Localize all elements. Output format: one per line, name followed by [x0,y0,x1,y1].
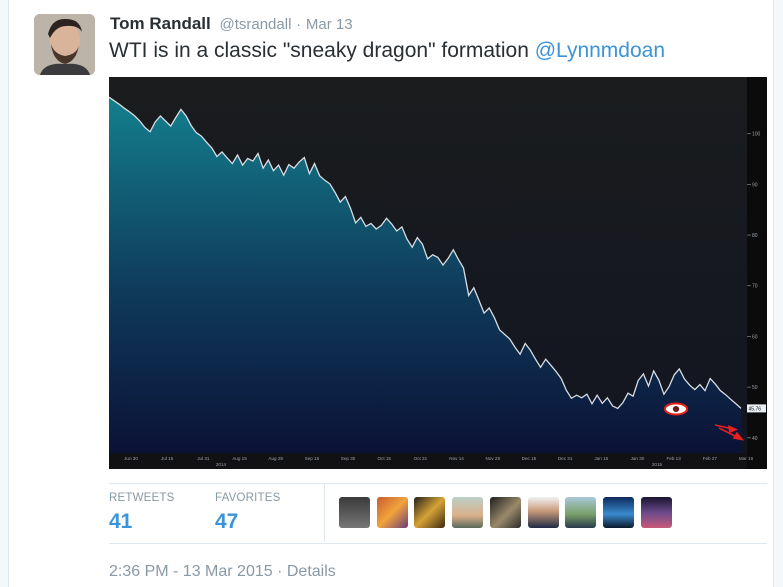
x-tick-label: Feb 27 [703,456,718,461]
favorites-stat[interactable]: FAVORITES 47 [215,492,281,534]
price-area [109,97,741,453]
y-tick-label: 80 [752,233,758,239]
favoriter-avatar-1[interactable] [339,497,370,528]
favoriter-avatar-4[interactable] [452,497,483,528]
x-tick-label: Nov 14 [449,456,464,461]
x-year-label: 2015 [652,462,663,467]
x-tick-label: Jul 15 [161,456,174,461]
y-axis-ticks: 40 50 60 70 80 90 100 45.76 [747,132,766,442]
tweet-text: WTI is in a classic "sneaky dragon" form… [109,38,665,64]
x-tick-label: Dec 15 [522,456,537,461]
wti-price-chart: 40 50 60 70 80 90 100 45.76 Jun 30 Jul 15 Jul 31 A… [108,77,767,469]
x-tick-label: Jan 30 [631,456,645,461]
y-tick-label: 50 [752,385,758,391]
avatar[interactable] [34,14,95,75]
favoriter-avatar-9[interactable] [641,497,672,528]
x-tick-label: Oct 31 [414,456,428,461]
y-tick-label: 40 [752,436,758,442]
arrow-down-right-icon [714,424,744,441]
tweet-header: Tom Randall @tsrandall · Mar 13 [110,14,353,35]
price-line [108,96,742,410]
x-tick-label: Nov 28 [485,456,500,461]
favoriter-avatar-6[interactable] [528,497,559,528]
x-tick-label: Jan 15 [594,456,608,461]
mention-link[interactable]: @Lynnmdoan [534,39,666,62]
stats-bottom-divider [109,543,767,544]
media-image[interactable]: 40 50 60 70 80 90 100 45.76 Jun 30 Jul 15 Jul 31 A… [108,77,767,469]
user-avatar-icon [34,14,95,75]
author-name[interactable]: Tom Randall [110,14,211,33]
last-value-label: 45.76 [749,406,762,412]
favoriter-avatars [324,484,672,542]
x-tick-label: Aug 15 [232,456,247,461]
favoriter-avatar-3[interactable] [414,497,445,528]
x-tick-label: Sep 30 [341,456,356,461]
tweet-card: Tom Randall @tsrandall · Mar 13 WTI is i… [8,0,774,587]
favoriter-avatar-5[interactable] [490,497,521,528]
tweet-date[interactable]: Mar 13 [305,16,353,33]
x-year-label: 2014 [216,462,227,467]
tweet-footer: 2:36 PM - 13 Mar 2015 · Details [109,563,336,581]
x-tick-label: Mar 16 [739,456,754,461]
favoriter-avatar-2[interactable] [377,497,408,528]
x-tick-label: Jul 31 [197,456,210,461]
retweets-count[interactable]: 41 [109,510,133,533]
tweet-timestamp[interactable]: 2:36 PM - 13 Mar 2015 [109,563,273,580]
favorites-count[interactable]: 47 [215,510,239,533]
x-tick-label: Oct 15 [377,456,391,461]
tweet-stats: RETWEETS 41 FAVORITES 47 [109,484,767,542]
tweet-body: WTI is in a classic "sneaky dragon" form… [109,39,535,62]
y-tick-label: 100 [752,132,761,138]
x-tick-label: Jun 30 [124,456,138,461]
separator: · [296,16,302,33]
y-tick-label: 90 [752,182,758,188]
x-tick-label: Aug 29 [268,456,283,461]
y-axis-panel [747,77,767,469]
stats-top-divider [109,483,767,484]
last-value-badge [747,404,766,413]
favoriter-avatar-7[interactable] [565,497,596,528]
favorites-label: FAVORITES [215,492,281,504]
x-axis-panel [109,453,747,469]
dragon-eye-icon [664,402,688,416]
retweets-stat[interactable]: RETWEETS 41 [109,492,175,534]
x-axis-ticks: Jun 30 Jul 15 Jul 31 Aug 15 Aug 29 Sep 15 Sep … [124,456,753,467]
favoriter-avatar-8[interactable] [603,497,634,528]
y-tick-label: 70 [752,284,758,290]
details-link[interactable]: Details [286,563,336,580]
x-tick-label: Dec 31 [558,456,573,461]
x-tick-label: Feb 13 [666,456,681,461]
y-tick-label: 60 [752,334,758,340]
author-handle[interactable]: @tsrandall [219,16,292,33]
retweets-label: RETWEETS [109,492,175,504]
footer-separator: · [277,563,283,580]
x-tick-label: Sep 15 [305,456,320,461]
